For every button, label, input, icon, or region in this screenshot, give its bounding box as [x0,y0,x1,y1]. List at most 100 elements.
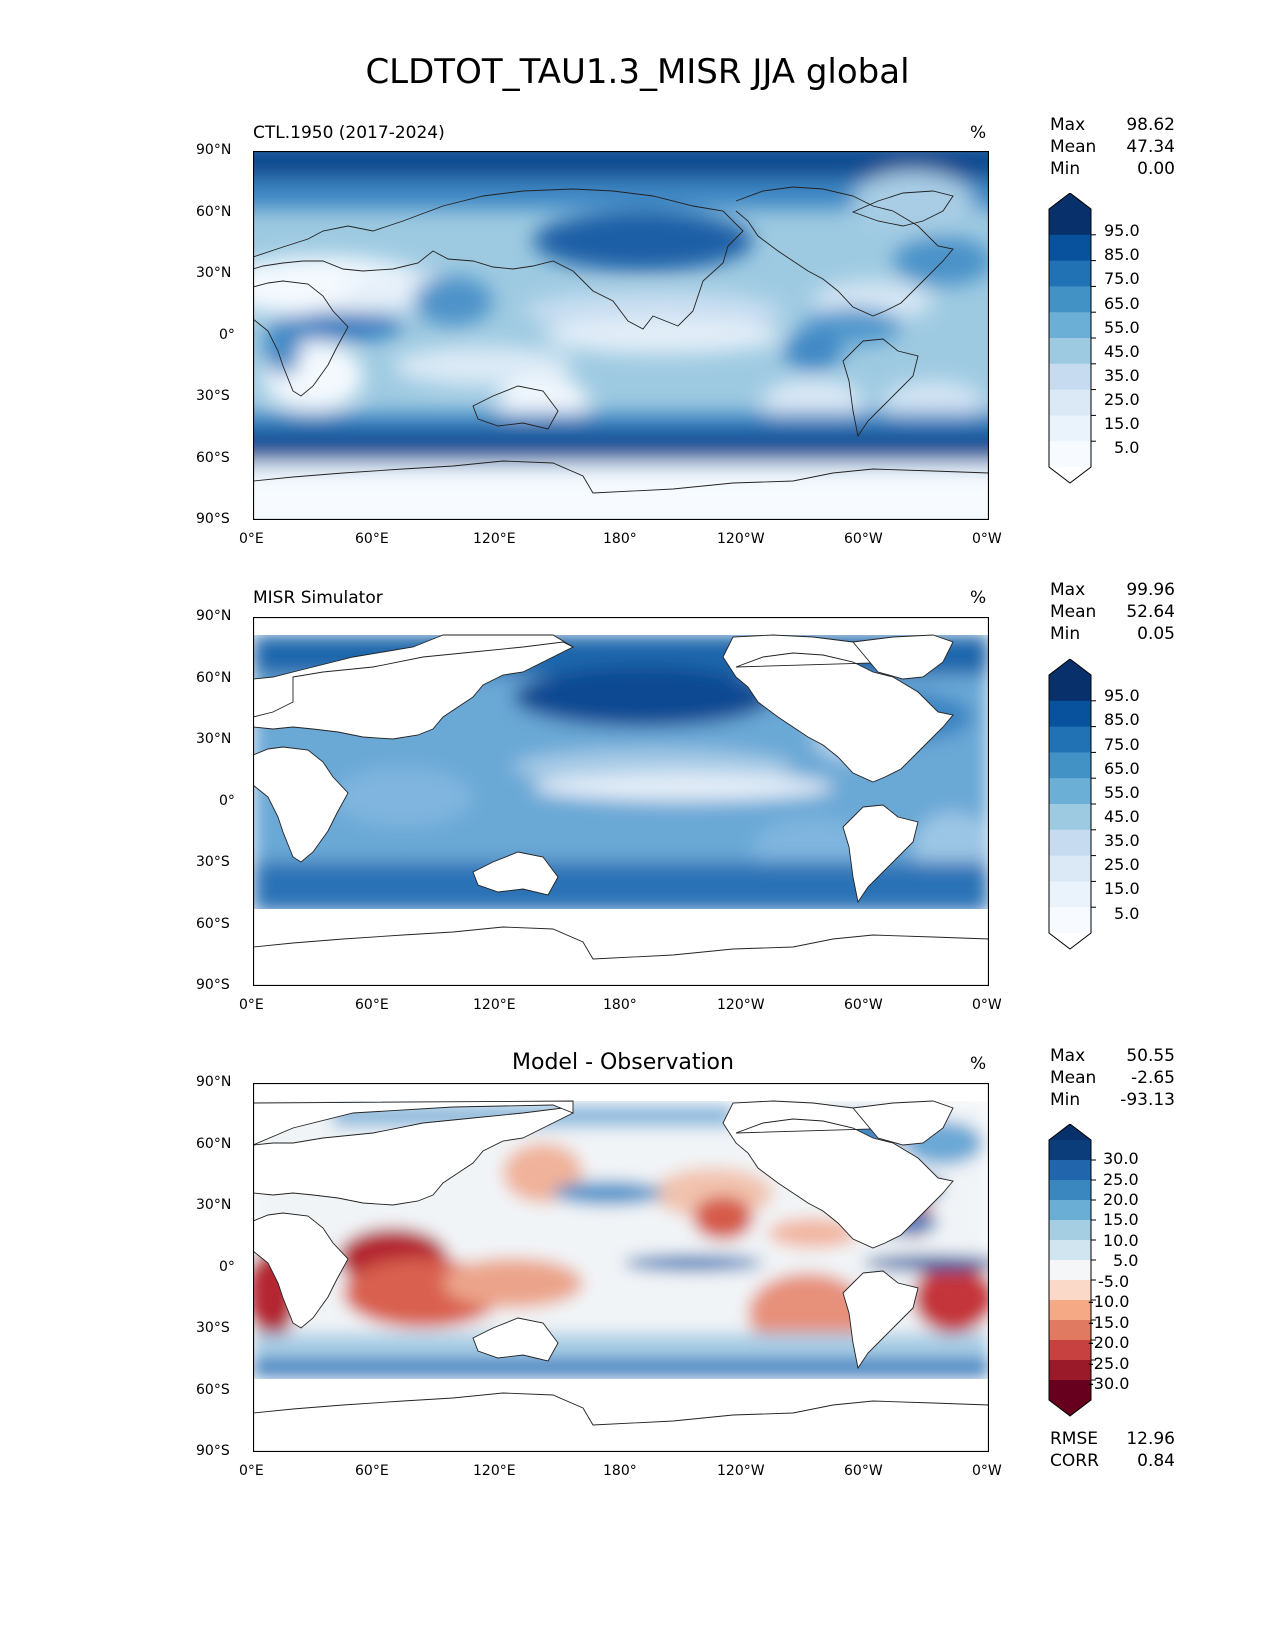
lon-tick: 0°W [972,531,1002,547]
colorbar-segment [1049,829,1091,857]
colorbar-outline [1048,659,1092,950]
panel-1-title: CTL.1950 (2017-2024) [253,123,445,143]
colorbar-extend-bottom [1049,1400,1091,1416]
lon-tick: 120°W [717,531,765,547]
lon-tick: 60°E [355,1463,389,1479]
lon-tick: 0°W [972,1463,1002,1479]
colorbar-segment [1049,726,1091,753]
colorbar-segment [1049,804,1091,831]
stat-label: Mean [1050,602,1097,622]
colorbar-tick: 45.0 [1104,807,1140,826]
stat-value: 0.00 [1137,159,1175,179]
stat-label: Max [1050,580,1086,600]
lat-tick: 0° [219,1259,235,1275]
colorbar-segment [1049,234,1091,262]
colorbar-tick: 35.0 [1104,366,1140,385]
colorbar-segment [1049,881,1091,908]
lon-tick: 180° [603,997,637,1013]
colorbar-segment [1049,1200,1091,1221]
colorbar-segment [1049,700,1091,728]
lat-tick: 30°S [196,388,230,404]
lon-tick: 180° [603,531,637,547]
lat-tick: 90°S [196,977,230,993]
colorbar-tick: 25.0 [1103,1170,1139,1189]
colorbar-tick: 20.0 [1103,1190,1139,1209]
lat-tick: 30°N [196,731,232,747]
lon-tick: 60°E [355,997,389,1013]
colorbar-segment [1049,415,1091,442]
lon-tick: 60°W [844,997,883,1013]
colorbar-outline [1048,193,1092,484]
colorbar-segment [1049,389,1091,416]
panel-3-colorbar [1048,1124,1096,1417]
metric-label: CORR [1050,1451,1099,1471]
colorbar-tick: -20.0 [1088,1333,1130,1352]
lon-tick: 0°E [239,531,264,547]
stat-label: Max [1050,1046,1086,1066]
colorbar-tick: 5.0 [1114,438,1140,457]
colorbar-tick: 85.0 [1104,245,1140,264]
lon-tick: 0°W [972,997,1002,1013]
stat-label: Min [1050,159,1081,179]
stat-label: Mean [1050,1068,1097,1088]
lon-tick: 60°E [355,531,389,547]
panel-2-frame [253,617,989,986]
colorbar-segment [1049,1320,1091,1341]
colorbar-tick: 55.0 [1104,783,1140,802]
stat-value: 99.96 [1126,580,1175,600]
lon-tick: 0°E [239,1463,264,1479]
colorbar-tick: 65.0 [1104,294,1140,313]
panel-3-frame [253,1083,989,1452]
colorbar-tick: 15.0 [1103,1210,1139,1229]
colorbar-segment [1049,312,1091,339]
colorbar-tick: 45.0 [1104,342,1140,361]
colorbar-segment [1049,855,1091,882]
lon-tick: 0°E [239,997,264,1013]
lon-tick: 60°W [844,1463,883,1479]
colorbar-tick: 95.0 [1104,221,1140,240]
colorbar-outline [1048,1124,1092,1417]
lon-tick: 120°E [473,997,516,1013]
stat-label: Mean [1050,137,1097,157]
colorbar-tick: -5.0 [1098,1272,1130,1291]
colorbar-extend-top [1049,1124,1091,1140]
panel-3-map [253,1083,989,1452]
panel-2-stats: Max 99.96 Mean 52.64 Min 0.05 [1050,579,1175,645]
metric-value: 12.96 [1126,1429,1175,1449]
panel-2-title: MISR Simulator [253,588,383,608]
panel-1-stats: Max 98.62 Mean 47.34 Min 0.00 [1050,114,1175,180]
colorbar-tick: -15.0 [1088,1313,1130,1332]
colorbar-segment [1049,363,1091,391]
colorbar-segment [1049,441,1091,468]
colorbar-tick: 25.0 [1104,390,1140,409]
colorbar-tick: 95.0 [1104,686,1140,705]
stat-value: 0.05 [1137,624,1175,644]
lon-tick: 120°W [717,997,765,1013]
panel-2-colorbar [1048,659,1096,950]
lon-tick: 120°E [473,531,516,547]
panel-1-units: % [970,123,987,143]
colorbar-segment [1049,260,1091,287]
stat-value: -93.13 [1120,1090,1175,1110]
lat-tick: 90°N [196,608,232,624]
lat-tick: 60°N [196,1136,232,1152]
colorbar-tick: 75.0 [1104,269,1140,288]
colorbar-segment [1049,338,1091,365]
colorbar-tick: -10.0 [1088,1292,1130,1311]
colorbar-segment [1049,907,1091,934]
panel-3-stats: Max 50.55 Mean -2.65 Min -93.13 [1050,1045,1175,1111]
lon-tick: 180° [603,1463,637,1479]
colorbar-segment [1049,209,1091,236]
stat-label: Min [1050,1090,1081,1110]
colorbar-tick: 35.0 [1104,831,1140,850]
lat-tick: 30°S [196,1320,230,1336]
colorbar-segment [1049,1220,1091,1241]
stat-value: 98.62 [1126,115,1175,135]
lat-tick: 90°S [196,1443,230,1459]
colorbar-tick: 5.0 [1113,1251,1139,1270]
colorbar-tick: 15.0 [1104,414,1140,433]
lat-tick: 60°S [196,450,230,466]
lat-tick: 60°S [196,1382,230,1398]
stat-value: 52.64 [1126,602,1175,622]
stat-value: 50.55 [1126,1046,1175,1066]
